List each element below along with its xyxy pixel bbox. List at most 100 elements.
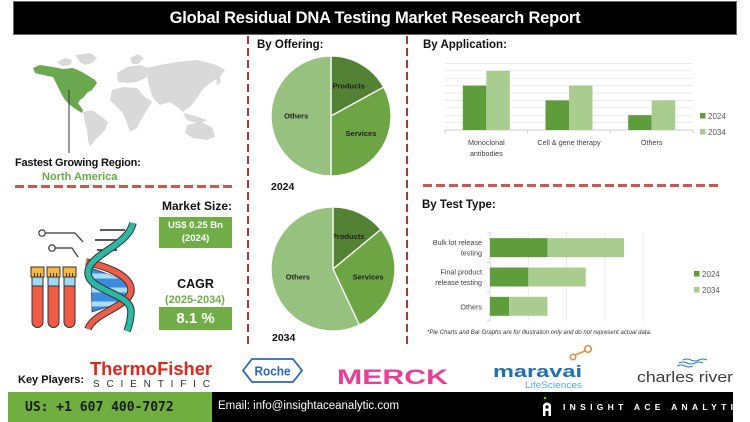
thermo-fisher-wordmark: ThermoFisher <box>90 359 212 379</box>
category-label: release testing <box>435 278 482 287</box>
report-title-bar: Global Residual DNA Testing Market Resea… <box>13 1 737 35</box>
roche-logo: Roche <box>241 358 304 383</box>
pie-chart-by-offering-2024: Products Services Others <box>270 55 392 177</box>
roche-hexagon-icon <box>241 358 304 383</box>
bar-others-2034 <box>509 296 548 316</box>
pie-slice-products <box>332 206 382 271</box>
bar-others-2034 <box>651 100 676 130</box>
pie-slice-products <box>330 55 385 118</box>
bar-row-bulk-lot-release-testing: Bulk lot release testing <box>433 238 625 258</box>
map-greenland <box>75 53 97 65</box>
pie-slice-services <box>330 86 392 177</box>
bar-group-cell-gene-therapy: Cell & gene therapy <box>537 85 601 147</box>
charles-river-wordmark: charles river <box>637 369 733 386</box>
market-size-box: US$ 0.25 Bn (2024) <box>159 217 232 248</box>
market-size-year: (2024) <box>181 233 210 244</box>
disclaimer-note: *Pie Charts and Bar Graphs are for illus… <box>427 330 652 336</box>
category-label: Others <box>460 302 482 311</box>
pie-label-others: Others <box>286 272 310 281</box>
map-asia <box>147 60 225 112</box>
cagr-label: CAGR <box>177 277 214 291</box>
cagr-value-box: 8.1 % <box>159 307 232 330</box>
map-scandinavia <box>130 54 144 64</box>
bar-monoclonal-antibodies-2034 <box>486 70 510 130</box>
offering-title: By Offering: <box>257 39 324 51</box>
test-tube-3 <box>62 266 77 328</box>
merck-wordmark: MERCK <box>337 366 448 389</box>
charles-river-waves-icon <box>676 358 708 368</box>
market-size-label: Market Size: <box>161 199 232 213</box>
bar-others-2024 <box>490 296 510 316</box>
application-bar-chart: Monoclonal antibodies Cell & gene therapy O… <box>444 63 726 158</box>
bar-final-product-release-testing-2034 <box>528 267 586 287</box>
pie-year-2034: 2034 <box>272 332 296 344</box>
pie-slice-others <box>270 206 361 332</box>
phone-bar: US: +1 607 400-7072 <box>8 392 212 422</box>
maravai-subtitle: LifeSciences <box>525 380 583 390</box>
thermo-fisher-subtitle: SCIENTIFIC <box>93 379 210 390</box>
category-label: Others <box>641 138 663 147</box>
contact-bar: Email: info@insightaceanalytic.com INSIG… <box>212 392 743 422</box>
test-tube-2 <box>46 266 61 328</box>
bar-monoclonal-antibodies-2024 <box>462 85 487 130</box>
bar-row-others: Others <box>460 296 548 316</box>
dna-helix-icon <box>84 221 137 333</box>
dna-test-tube-illustration <box>30 221 137 333</box>
category-label: Final product <box>440 268 482 277</box>
email-address[interactable]: Email: info@insightaceanalytic.com <box>218 400 400 412</box>
divider-right-horizontal <box>423 184 719 187</box>
cagr-period: (2025-2034) <box>165 294 225 306</box>
map-japan <box>216 75 221 86</box>
pie-year-2024: 2024 <box>271 181 295 193</box>
key-players-label: Key Players: <box>18 374 85 386</box>
category-label: testing <box>461 249 482 258</box>
world-map <box>33 53 225 153</box>
bar-group-monoclonal-antibodies: Monoclonal antibodies <box>462 70 510 158</box>
category-label: Bulk lot release <box>433 238 482 247</box>
pie-label-products: Products <box>332 232 365 241</box>
legend-swatch-2024 <box>694 271 700 277</box>
phone-number[interactable]: US: +1 607 400-7072 <box>25 399 174 415</box>
map-europe <box>117 65 148 83</box>
category-label: antibodies <box>470 149 503 158</box>
offering-pie-charts: Products Services Others Products Services Ot… <box>270 55 396 332</box>
fastest-growing-region-label: Fastest Growing Region: <box>15 157 141 169</box>
pie-slice-others <box>270 55 332 177</box>
bar-cell-gene-therapy-2024 <box>545 100 569 130</box>
roche-wordmark: Roche <box>255 364 291 379</box>
cagr-value: 8.1 % <box>176 310 215 327</box>
pie-label-services: Services <box>353 272 384 281</box>
legend-swatch-2034 <box>694 287 700 293</box>
test-tube-1 <box>30 266 45 328</box>
bar-cell-gene-therapy-2034 <box>569 85 593 130</box>
map-other-regions <box>57 53 225 147</box>
pie-chart-by-offering-2034: Products Services Others <box>270 206 396 332</box>
key-player-logos: ThermoFisher SCIENTIFIC Roche MERCK mara… <box>90 344 733 390</box>
map-arctic-islands <box>57 58 72 66</box>
legend-label-2024: 2024 <box>708 112 726 121</box>
bar-group-others: Others <box>628 100 676 147</box>
thermo-fisher-logo: ThermoFisher SCIENTIFIC <box>90 359 212 390</box>
maravai-wordmark: maravai <box>493 362 582 381</box>
divider-left-horizontal <box>15 185 232 188</box>
pie-label-others: Others <box>284 112 308 121</box>
legend-label-2034: 2034 <box>702 286 720 295</box>
insight-ace-logo-icon <box>543 396 551 416</box>
legend-label-2034: 2034 <box>708 128 726 137</box>
brand-name: INSIGHT ACE ANALYTIC <box>563 402 748 412</box>
charles-river-logo: charles river <box>637 358 733 386</box>
test-type-bar-chart: Bulk lot release testing Final productrele… <box>433 232 720 322</box>
merck-logo: MERCK <box>337 366 448 389</box>
legend: 2024 2034 <box>694 270 720 295</box>
fastest-growing-region-value: North America <box>42 171 118 183</box>
test-tubes-icon <box>30 266 77 328</box>
maravai-logo: maravai LifeSciences <box>493 344 593 390</box>
application-title: By Application: <box>423 39 507 51</box>
map-south-america <box>83 110 108 147</box>
legend-swatch-2024 <box>700 113 706 119</box>
bar-others-2024 <box>628 115 652 130</box>
legend-swatch-2034 <box>700 129 706 135</box>
map-north-america-highlight <box>33 65 97 113</box>
